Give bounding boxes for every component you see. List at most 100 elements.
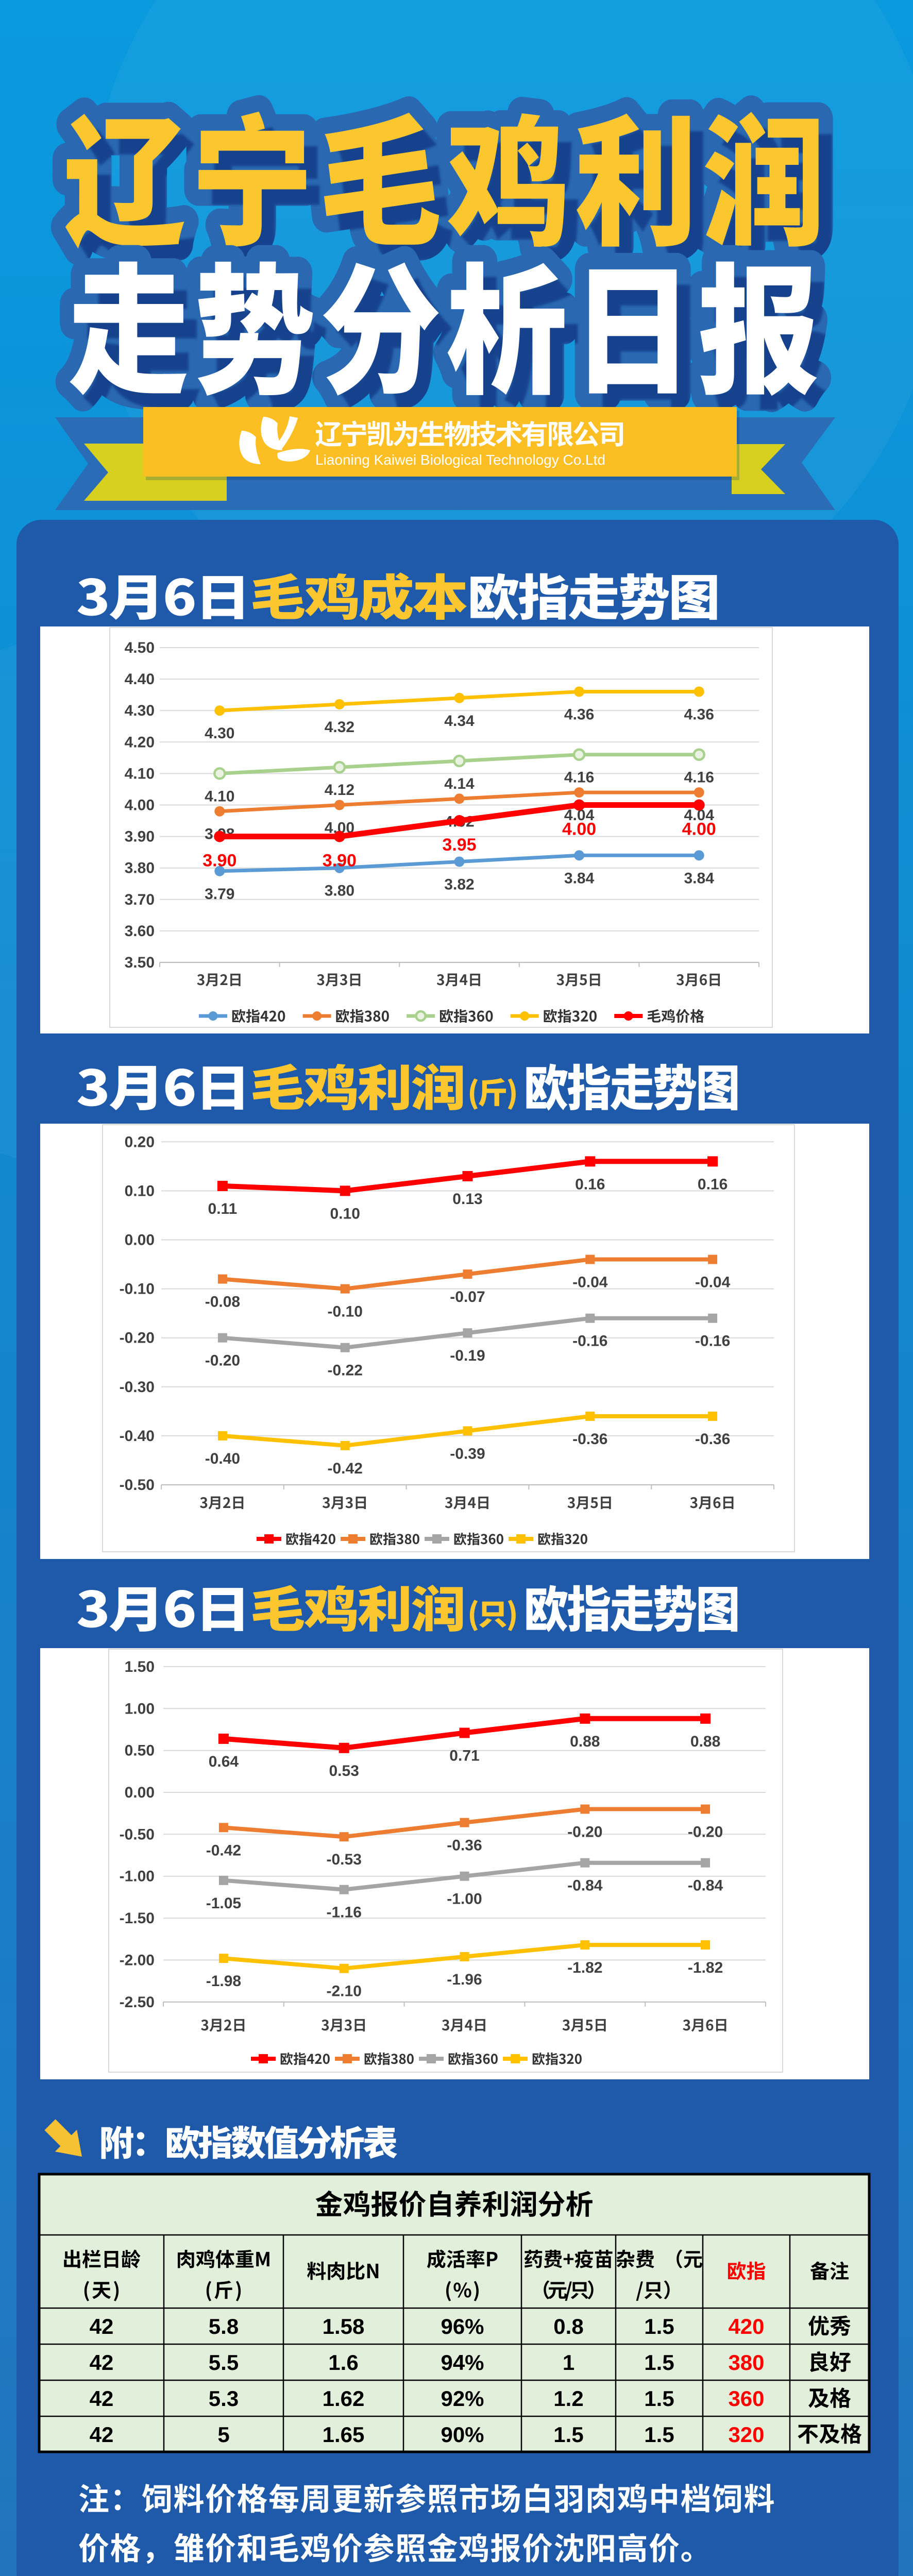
svg-text:-1.05: -1.05 xyxy=(206,1895,241,1912)
svg-text:-0.04: -0.04 xyxy=(572,1274,608,1291)
svg-text:0.64: 0.64 xyxy=(209,1753,239,1770)
svg-text:-0.16: -0.16 xyxy=(695,1333,730,1350)
svg-text:3.80: 3.80 xyxy=(325,883,354,900)
svg-text:4.10: 4.10 xyxy=(125,765,155,782)
svg-text:1.2: 1.2 xyxy=(553,2386,583,2411)
svg-text:-1.00: -1.00 xyxy=(120,1868,155,1885)
svg-text:1.5: 1.5 xyxy=(644,2350,674,2375)
svg-text:4.12: 4.12 xyxy=(325,782,354,799)
svg-text:1.6: 1.6 xyxy=(328,2350,358,2375)
svg-text:-0.42: -0.42 xyxy=(206,1842,241,1859)
svg-text:420: 420 xyxy=(728,2314,764,2338)
svg-text:0.16: 0.16 xyxy=(698,1176,728,1193)
svg-text:4.30: 4.30 xyxy=(205,725,234,742)
svg-text:3.50: 3.50 xyxy=(125,954,155,971)
svg-text:-1.98: -1.98 xyxy=(206,1973,241,1990)
svg-text:-0.20: -0.20 xyxy=(567,1824,602,1841)
svg-text:360: 360 xyxy=(728,2386,764,2411)
svg-text:1.00: 1.00 xyxy=(125,1700,155,1717)
svg-text:4.00: 4.00 xyxy=(682,820,716,839)
svg-text:3.80: 3.80 xyxy=(125,860,155,877)
svg-text:0.88: 0.88 xyxy=(570,1733,600,1750)
svg-text:-0.53: -0.53 xyxy=(327,1851,362,1868)
svg-text:-0.10: -0.10 xyxy=(328,1303,363,1320)
svg-text:-2.50: -2.50 xyxy=(120,1994,155,2011)
svg-text:-1.16: -1.16 xyxy=(327,1904,362,1921)
svg-text:4.00: 4.00 xyxy=(125,797,155,814)
svg-text:1.5: 1.5 xyxy=(644,2386,674,2411)
svg-text:4.30: 4.30 xyxy=(125,702,155,719)
svg-text:-1.82: -1.82 xyxy=(688,1959,723,1976)
svg-text:-0.36: -0.36 xyxy=(572,1431,607,1448)
svg-text:94%: 94% xyxy=(441,2350,484,2375)
svg-text:4.14: 4.14 xyxy=(444,775,475,792)
svg-text:-0.40: -0.40 xyxy=(205,1450,240,1467)
svg-text:-2.00: -2.00 xyxy=(120,1952,155,1969)
svg-text:-0.36: -0.36 xyxy=(447,1837,482,1854)
svg-text:4.36: 4.36 xyxy=(684,706,714,723)
svg-text:92%: 92% xyxy=(441,2386,484,2411)
svg-text:-0.08: -0.08 xyxy=(205,1294,240,1311)
svg-text:5.5: 5.5 xyxy=(209,2350,239,2375)
svg-text:0.13: 0.13 xyxy=(452,1191,482,1208)
svg-text:1.62: 1.62 xyxy=(323,2386,365,2411)
svg-text:0.71: 0.71 xyxy=(449,1748,479,1765)
svg-text:1.5: 1.5 xyxy=(553,2422,583,2447)
svg-text:42: 42 xyxy=(90,2314,114,2338)
svg-text:1.5: 1.5 xyxy=(644,2314,674,2338)
svg-text:-1.00: -1.00 xyxy=(447,1891,482,1908)
svg-text:-0.42: -0.42 xyxy=(328,1460,363,1477)
svg-text:-0.84: -0.84 xyxy=(567,1877,603,1894)
svg-text:-0.20: -0.20 xyxy=(120,1330,155,1347)
svg-text:3.90: 3.90 xyxy=(125,828,155,845)
svg-text:1.50: 1.50 xyxy=(125,1658,155,1675)
svg-text:4.16: 4.16 xyxy=(684,769,714,786)
svg-text:-0.19: -0.19 xyxy=(450,1347,485,1364)
svg-text:0.10: 0.10 xyxy=(330,1205,360,1222)
svg-text:42: 42 xyxy=(90,2422,114,2447)
svg-text:0.00: 0.00 xyxy=(125,1784,155,1801)
svg-text:3.90: 3.90 xyxy=(323,851,357,871)
svg-text:-0.40: -0.40 xyxy=(120,1428,155,1445)
svg-text:-0.84: -0.84 xyxy=(688,1877,723,1894)
svg-text:-0.22: -0.22 xyxy=(328,1362,363,1379)
svg-text:4.34: 4.34 xyxy=(444,713,475,730)
svg-text:3.60: 3.60 xyxy=(125,923,155,940)
svg-text:1.65: 1.65 xyxy=(323,2422,365,2447)
svg-text:-0.50: -0.50 xyxy=(120,1826,155,1843)
svg-text:3.70: 3.70 xyxy=(125,891,155,908)
svg-text:3.84: 3.84 xyxy=(564,870,595,887)
svg-text:3.82: 3.82 xyxy=(444,876,474,893)
svg-text:-2.10: -2.10 xyxy=(327,1983,362,2000)
svg-text:1.5: 1.5 xyxy=(644,2422,674,2447)
svg-text:1.58: 1.58 xyxy=(323,2314,365,2338)
svg-text:5.8: 5.8 xyxy=(209,2314,239,2338)
svg-text:5.3: 5.3 xyxy=(209,2386,239,2411)
svg-text:5: 5 xyxy=(217,2422,229,2447)
svg-text:4.40: 4.40 xyxy=(125,671,155,688)
svg-text:-0.20: -0.20 xyxy=(688,1824,723,1841)
svg-text:0.8: 0.8 xyxy=(553,2314,583,2338)
svg-text:4.00: 4.00 xyxy=(562,820,596,839)
svg-text:-1.96: -1.96 xyxy=(447,1971,482,1988)
svg-text:-0.20: -0.20 xyxy=(205,1352,240,1369)
svg-text:-0.36: -0.36 xyxy=(695,1431,730,1448)
svg-text:Liaoning Kaiwei Biological Tec: Liaoning Kaiwei Biological Technology Co… xyxy=(315,452,605,468)
svg-text:4.36: 4.36 xyxy=(564,706,594,723)
svg-text:4.20: 4.20 xyxy=(125,734,155,751)
svg-text:-0.16: -0.16 xyxy=(572,1333,607,1350)
svg-text:-0.10: -0.10 xyxy=(120,1281,155,1298)
svg-text:3.95: 3.95 xyxy=(442,835,476,855)
svg-text:0.53: 0.53 xyxy=(329,1762,359,1780)
svg-text:42: 42 xyxy=(90,2386,114,2411)
svg-text:4.50: 4.50 xyxy=(125,639,155,656)
svg-text:-1.82: -1.82 xyxy=(567,1959,602,1976)
svg-text:380: 380 xyxy=(728,2350,764,2375)
svg-text:-0.04: -0.04 xyxy=(695,1274,731,1291)
svg-text:0.16: 0.16 xyxy=(575,1176,605,1193)
svg-text:3.79: 3.79 xyxy=(205,886,234,903)
svg-text:4.16: 4.16 xyxy=(564,769,594,786)
svg-text:-0.39: -0.39 xyxy=(450,1445,485,1462)
svg-text:-0.50: -0.50 xyxy=(120,1477,155,1494)
svg-text:4.10: 4.10 xyxy=(205,788,234,805)
